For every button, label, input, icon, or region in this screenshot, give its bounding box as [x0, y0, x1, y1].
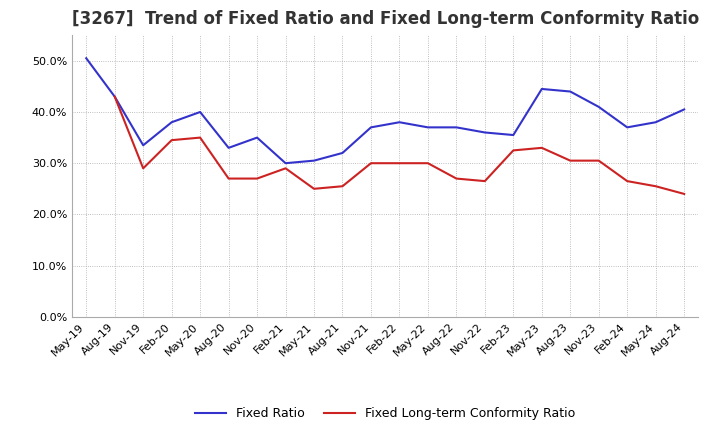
Fixed Long-term Conformity Ratio: [423, 161, 432, 166]
Fixed Ratio: [509, 132, 518, 138]
Fixed Long-term Conformity Ratio: [167, 138, 176, 143]
Line: Fixed Long-term Conformity Ratio: Fixed Long-term Conformity Ratio: [114, 97, 684, 194]
Fixed Long-term Conformity Ratio: [680, 191, 688, 197]
Fixed Long-term Conformity Ratio: [282, 166, 290, 171]
Fixed Long-term Conformity Ratio: [566, 158, 575, 163]
Fixed Long-term Conformity Ratio: [310, 186, 318, 191]
Fixed Ratio: [110, 94, 119, 99]
Fixed Ratio: [366, 125, 375, 130]
Fixed Long-term Conformity Ratio: [366, 161, 375, 166]
Fixed Ratio: [282, 161, 290, 166]
Fixed Ratio: [480, 130, 489, 135]
Fixed Ratio: [225, 145, 233, 150]
Fixed Long-term Conformity Ratio: [652, 183, 660, 189]
Fixed Ratio: [623, 125, 631, 130]
Fixed Ratio: [253, 135, 261, 140]
Fixed Ratio: [310, 158, 318, 163]
Fixed Ratio: [167, 120, 176, 125]
Fixed Long-term Conformity Ratio: [196, 135, 204, 140]
Legend: Fixed Ratio, Fixed Long-term Conformity Ratio: Fixed Ratio, Fixed Long-term Conformity …: [190, 402, 580, 425]
Line: Fixed Ratio: Fixed Ratio: [86, 58, 684, 163]
Fixed Ratio: [139, 143, 148, 148]
Fixed Ratio: [395, 120, 404, 125]
Fixed Ratio: [680, 107, 688, 112]
Fixed Long-term Conformity Ratio: [395, 161, 404, 166]
Fixed Long-term Conformity Ratio: [623, 179, 631, 184]
Fixed Ratio: [652, 120, 660, 125]
Fixed Ratio: [595, 104, 603, 110]
Fixed Long-term Conformity Ratio: [139, 166, 148, 171]
Fixed Long-term Conformity Ratio: [452, 176, 461, 181]
Fixed Long-term Conformity Ratio: [253, 176, 261, 181]
Fixed Ratio: [566, 89, 575, 94]
Fixed Ratio: [452, 125, 461, 130]
Fixed Ratio: [82, 55, 91, 61]
Fixed Long-term Conformity Ratio: [225, 176, 233, 181]
Fixed Ratio: [423, 125, 432, 130]
Fixed Ratio: [196, 110, 204, 115]
Fixed Ratio: [537, 86, 546, 92]
Fixed Long-term Conformity Ratio: [537, 145, 546, 150]
Fixed Long-term Conformity Ratio: [595, 158, 603, 163]
Fixed Long-term Conformity Ratio: [338, 183, 347, 189]
Fixed Ratio: [338, 150, 347, 156]
Fixed Long-term Conformity Ratio: [110, 94, 119, 99]
Fixed Long-term Conformity Ratio: [509, 148, 518, 153]
Title: [3267]  Trend of Fixed Ratio and Fixed Long-term Conformity Ratio: [3267] Trend of Fixed Ratio and Fixed Lo…: [71, 10, 699, 28]
Fixed Long-term Conformity Ratio: [480, 179, 489, 184]
